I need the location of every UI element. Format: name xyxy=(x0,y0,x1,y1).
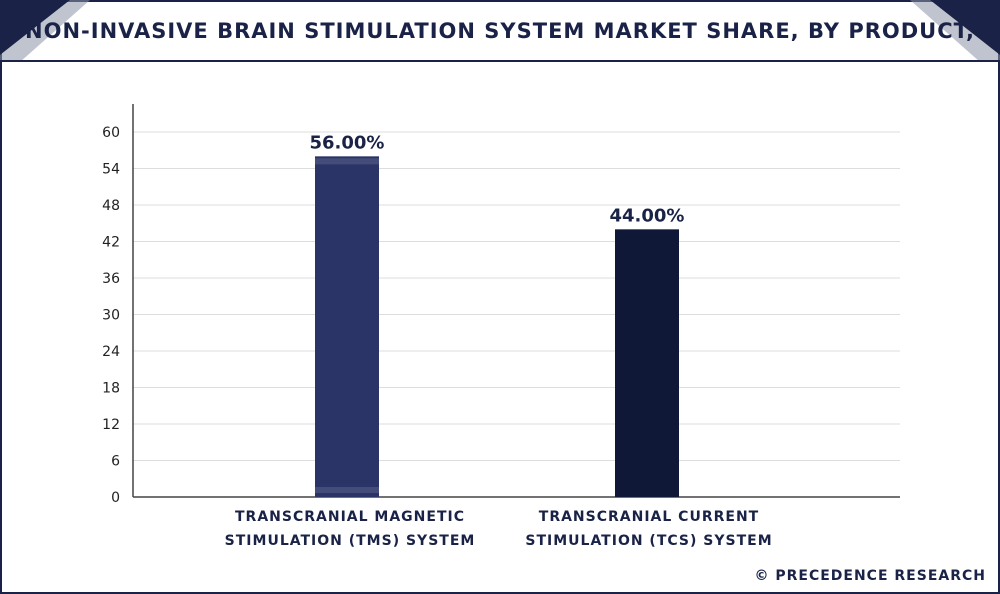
y-tick-label: 6 xyxy=(111,454,120,470)
header-decoration xyxy=(0,0,1000,62)
category-label-line: TRANSCRANIAL MAGNETIC xyxy=(235,509,465,525)
y-tick-label: 30 xyxy=(102,308,120,324)
data-labels: 56.00% 44.00% xyxy=(310,132,685,226)
bar-highlight xyxy=(315,487,379,493)
category-label-line: TRANSCRANIAL CURRENT xyxy=(538,509,760,525)
category-label-tms: TRANSCRANIAL MAGNETIC STIMULATION (TMS) … xyxy=(200,505,500,553)
category-label-line: STIMULATION (TMS) SYSTEM xyxy=(224,533,476,549)
y-tick-label: 18 xyxy=(102,381,120,397)
bar-value-label: 44.00% xyxy=(610,205,685,226)
y-tick-label: 0 xyxy=(111,490,120,506)
category-label-line: STIMULATION (TCS) SYSTEM xyxy=(525,533,773,549)
y-tick-label: 12 xyxy=(102,417,120,433)
axes: 0 6 12 18 24 30 36 42 48 54 60 xyxy=(102,104,900,506)
y-tick-label: 36 xyxy=(102,271,120,287)
bar-highlight xyxy=(315,158,379,165)
category-label-tcs: TRANSCRANIAL CURRENT STIMULATION (TCS) S… xyxy=(499,505,799,553)
header-banner: NON-INVASIVE BRAIN STIMULATION SYSTEM MA… xyxy=(0,0,1000,62)
bar-value-label: 56.00% xyxy=(310,132,385,153)
source-credit: © PRECEDENCE RESEARCH xyxy=(754,568,986,584)
y-tick-label: 60 xyxy=(102,125,120,141)
bars xyxy=(315,156,679,498)
y-tick-label: 24 xyxy=(102,344,120,360)
chart-title: NON-INVASIVE BRAIN STIMULATION SYSTEM MA… xyxy=(25,19,975,43)
grid-lines xyxy=(133,131,900,461)
y-tick-label: 48 xyxy=(102,198,120,214)
bar xyxy=(615,229,679,498)
y-tick-label: 42 xyxy=(102,235,120,251)
bar xyxy=(315,156,379,498)
y-tick-label: 54 xyxy=(102,162,120,178)
